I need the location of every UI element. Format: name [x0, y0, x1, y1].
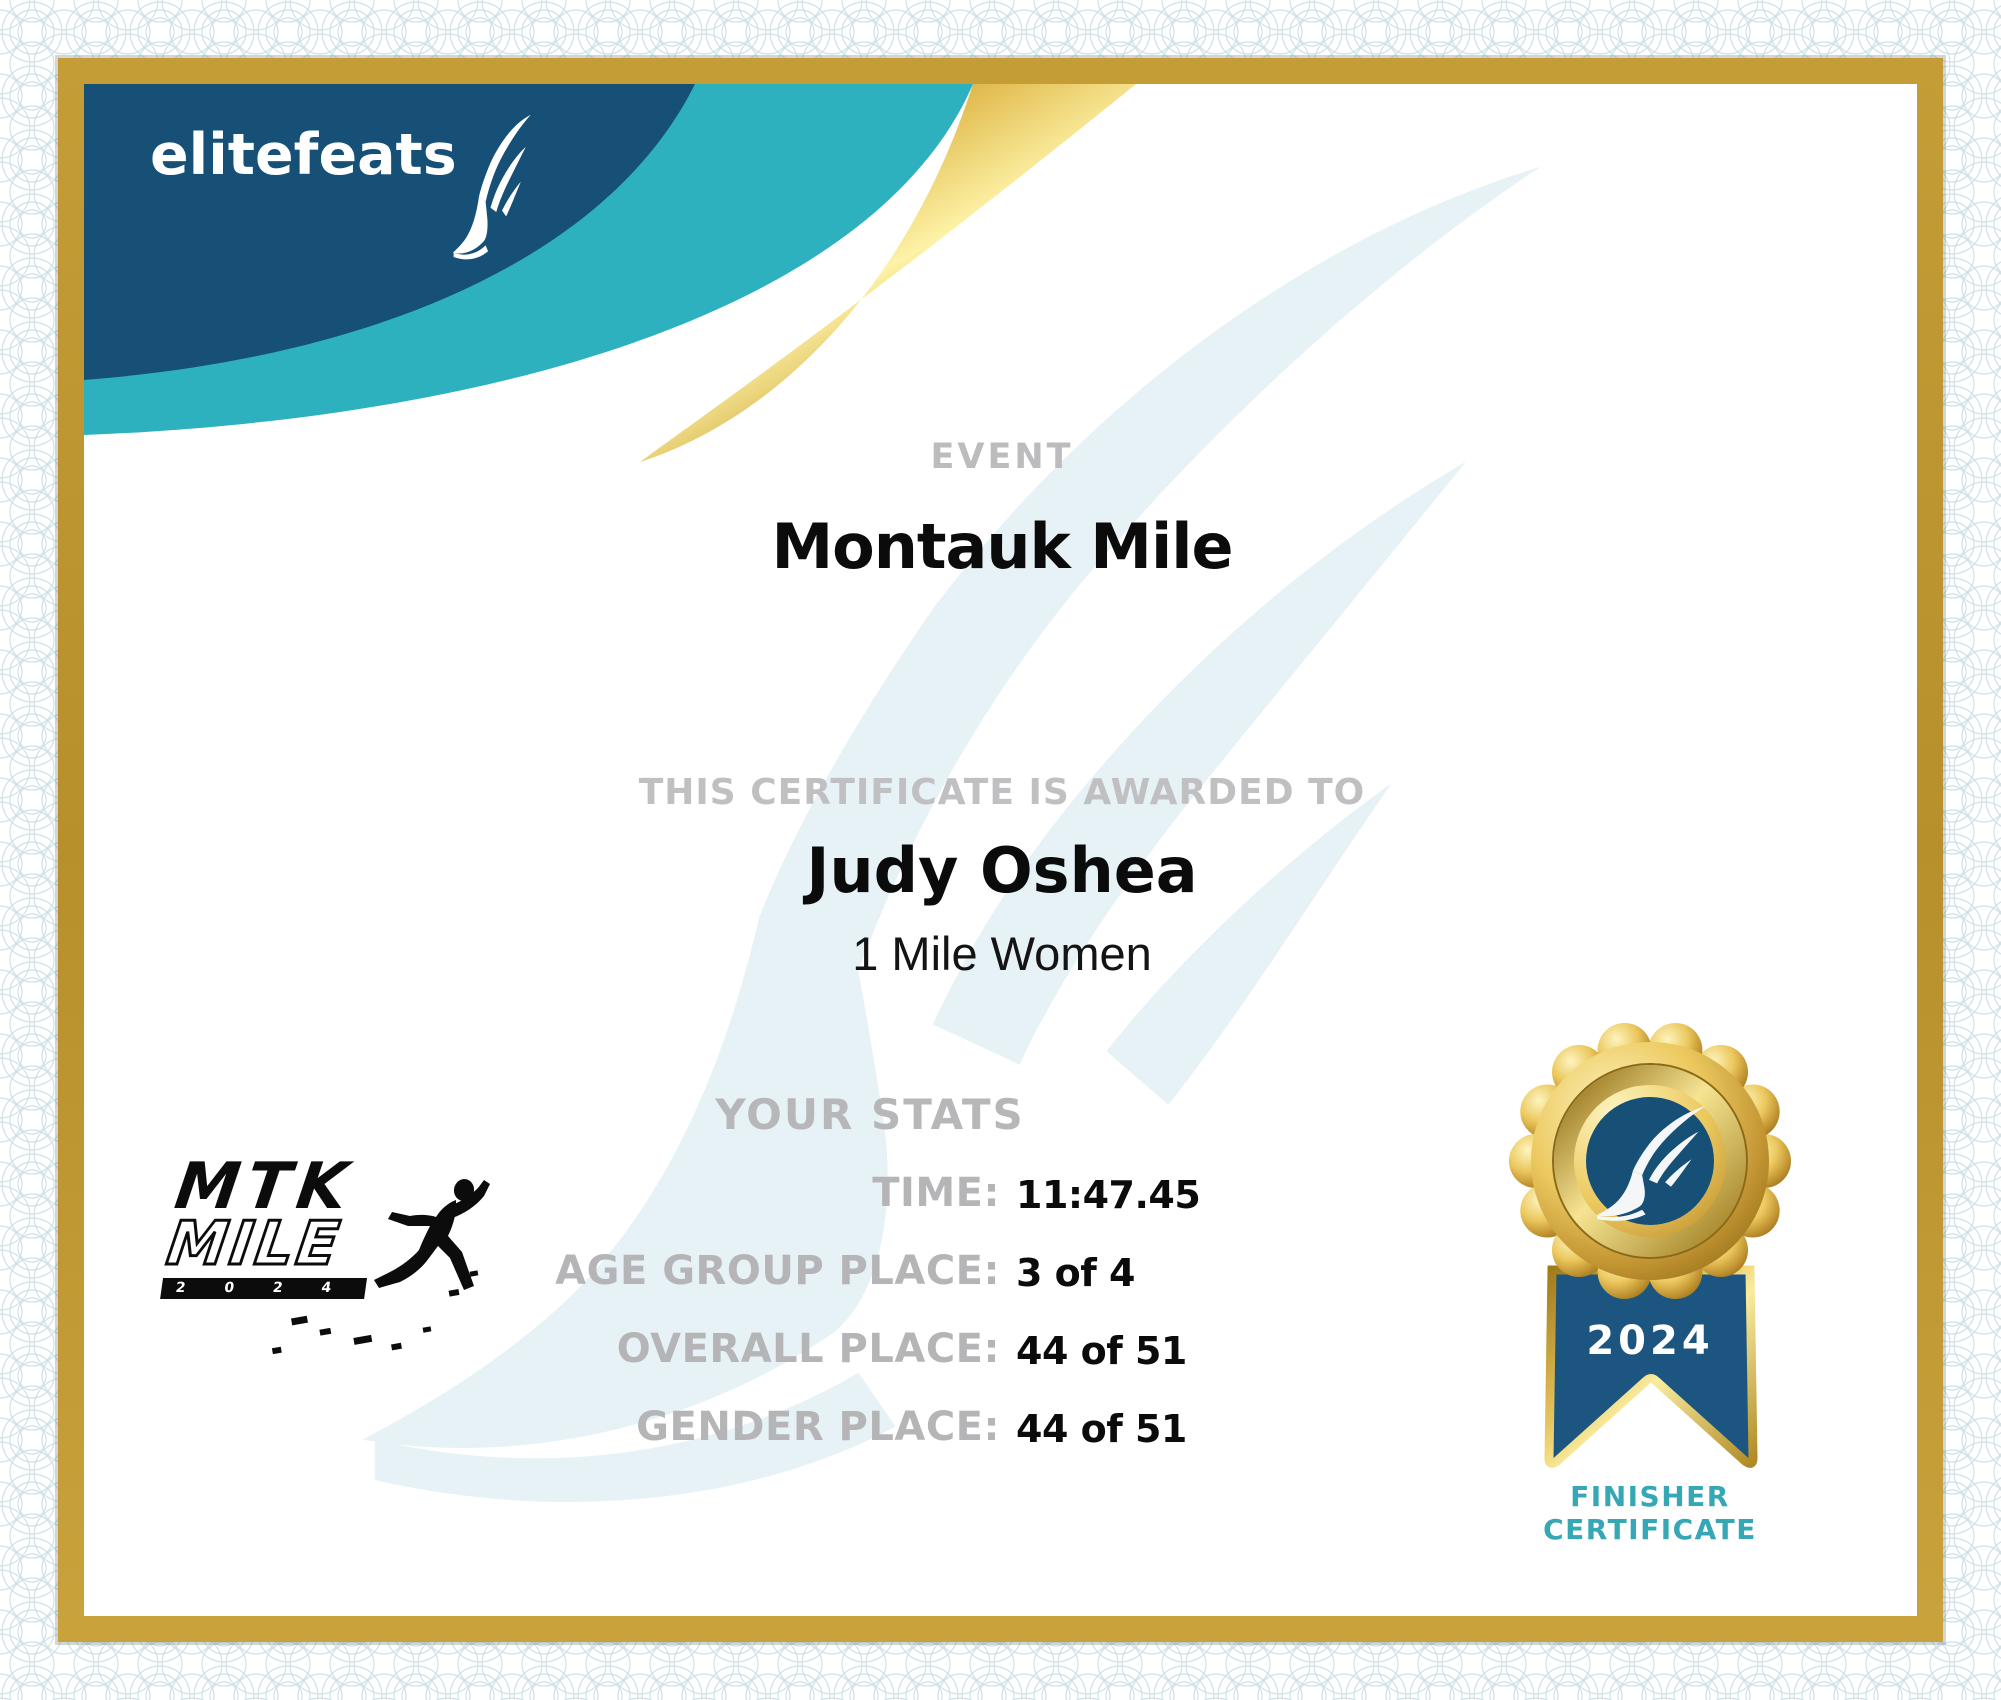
mtk-mile-event-logo: MTK MILE 2 0 2 4 — [160, 1150, 430, 1299]
race-division: 1 Mile Women — [852, 927, 1152, 980]
badge-caption-certificate: CERTIFICATE — [1543, 1513, 1757, 1546]
stat-row-age-group-place: AGE GROUP PLACE: 3 of 4 — [430, 1248, 1210, 1300]
stat-row-time: TIME: 11:47.45 — [430, 1170, 1210, 1222]
event-label: EVENT — [930, 437, 1074, 477]
runner-dust-specks — [271, 1270, 479, 1355]
stat-label: OVERALL PLACE: — [616, 1326, 1000, 1372]
medal-gold-ring — [1554, 1065, 1746, 1257]
event-name: Montauk Mile — [771, 510, 1233, 583]
stats-title: YOUR STATS — [715, 1090, 1025, 1139]
recipient-name: Judy Oshea — [806, 834, 1198, 907]
header-navy-swoosh — [84, 84, 695, 380]
stat-value: 3 of 4 — [1016, 1251, 1135, 1295]
medal-outer-ring-line — [1552, 1063, 1748, 1259]
stat-row-gender-place: GENDER PLACE: 44 of 51 — [430, 1404, 1210, 1456]
stat-value: 11:47.45 — [1016, 1173, 1201, 1217]
stat-row-overall-place: OVERALL PLACE: 44 of 51 — [430, 1326, 1210, 1378]
mtk-logo-line1: MTK — [170, 1150, 359, 1224]
runner-icon — [374, 1179, 490, 1290]
gold-frame — [58, 58, 1943, 1642]
medal-center-disc — [1586, 1097, 1714, 1225]
stat-value: 44 of 51 — [1016, 1329, 1187, 1373]
brand-wordmark: elitefeats — [150, 122, 457, 188]
awarded-to-label: THIS CERTIFICATE IS AWARDED TO — [638, 772, 1366, 813]
badge-caption-finisher: FINISHER — [1570, 1480, 1730, 1513]
stat-label: TIME: — [872, 1170, 1000, 1216]
stat-value: 44 of 51 — [1016, 1407, 1187, 1451]
mtk-logo-year-bar: 2 0 2 4 — [160, 1278, 368, 1299]
badge-ribbon — [1544, 1265, 1758, 1468]
mtk-logo-line2: MILE — [161, 1208, 347, 1281]
header-gold-swoosh — [640, 84, 1136, 462]
stat-label: AGE GROUP PLACE: — [555, 1248, 1000, 1294]
stat-label: GENDER PLACE: — [636, 1404, 1000, 1450]
badge-year: 2024 — [1586, 1318, 1714, 1364]
